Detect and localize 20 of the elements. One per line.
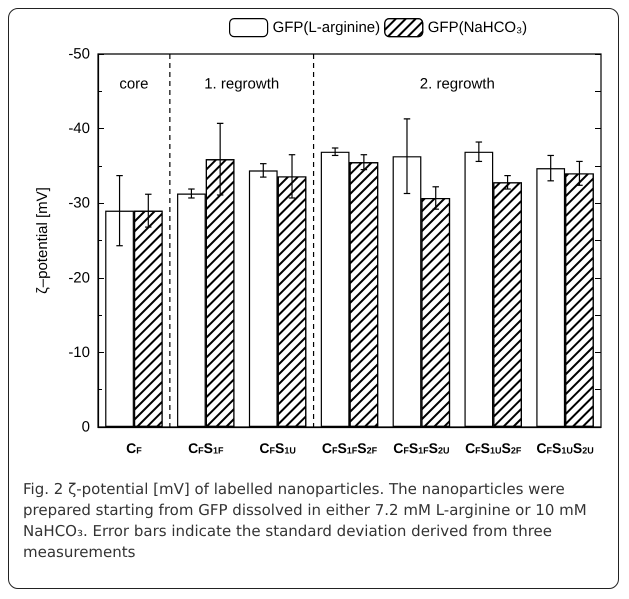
y-tick-label: -50	[68, 46, 90, 62]
annotation: 2. regrowth	[420, 76, 495, 92]
y-tick-label: -40	[68, 120, 90, 138]
x-tick-label: CFS1U	[259, 440, 296, 456]
annotation: 1. regrowth	[204, 76, 280, 92]
caption: Fig. 2 ζ-potential [mV] of labelled nanoparticles. The nanoparticles were prepared starting from GFP dissolved in either 7.2 mM L-arginine or 10 mM NaHCO₃. Error bars indicate the standard deviation derived from three measurements	[22, 479, 588, 563]
y-tick-label: -20	[68, 269, 90, 286]
legend-label: GFP(NaHCO₃)	[428, 19, 528, 36]
y-tick-label: -30	[68, 194, 90, 212]
x-tick-label: CF	[126, 440, 142, 456]
x-tick-label: CFS1FS2U	[393, 440, 450, 456]
x-tick-label: CFS1US2F	[465, 440, 522, 456]
x-tick-label: CFS1F	[188, 440, 224, 456]
y-tick-label: -10	[68, 344, 90, 361]
x-tick-label: CFS1US2U	[536, 440, 594, 456]
annotation: core	[119, 76, 149, 92]
legend-label: GFP(L-arginine)	[272, 19, 380, 36]
y-tick-label: 0	[82, 418, 90, 436]
x-tick-label: CFS1FS2F	[322, 440, 378, 456]
y-axis-title: ζ–potential [mV]	[34, 187, 51, 294]
